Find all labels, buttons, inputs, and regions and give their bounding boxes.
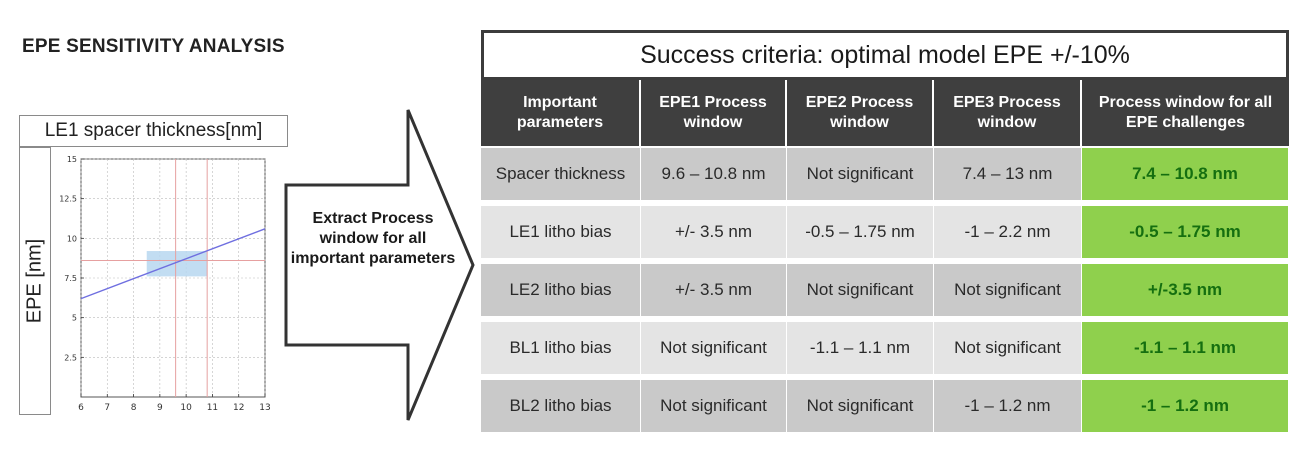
- table-cell: -1 – 2.2 nm: [934, 206, 1082, 264]
- table-cell: LE1 litho bias: [481, 206, 641, 264]
- combined-window-cell: +/-3.5 nm: [1082, 264, 1289, 322]
- table-header-row: Important parameters EPE1 Process window…: [481, 80, 1289, 148]
- y-tick-label: 5: [72, 314, 77, 323]
- x-tick-label: 8: [131, 403, 137, 413]
- x-tick-label: 9: [157, 403, 163, 413]
- combined-window-cell: -1.1 – 1.1 nm: [1082, 322, 1289, 380]
- header-cell: Important parameters: [481, 80, 641, 148]
- table-cell: Not significant: [787, 264, 934, 322]
- combined-window-cell: -0.5 – 1.75 nm: [1082, 206, 1289, 264]
- extract-arrow-shape: [284, 109, 475, 421]
- table-cell: LE2 litho bias: [481, 264, 641, 322]
- header-cell: EPE1 Process window: [641, 80, 787, 148]
- table-cell: BL1 litho bias: [481, 322, 641, 380]
- table-cell: Not significant: [787, 148, 934, 206]
- combined-window-cell: 7.4 – 10.8 nm: [1082, 148, 1289, 206]
- y-tick-label: 12.5: [59, 195, 77, 204]
- table-cell: Not significant: [787, 380, 934, 438]
- x-tick-label: 6: [78, 403, 84, 413]
- table-row: LE1 litho bias +/- 3.5 nm -0.5 – 1.75 nm…: [481, 206, 1289, 264]
- table-cell: Not significant: [641, 380, 787, 438]
- header-cell: EPE2 Process window: [787, 80, 934, 148]
- table-cell: -1.1 – 1.1 nm: [787, 322, 934, 380]
- series-line: [80, 228, 266, 300]
- success-criteria: Success criteria: optimal model EPE +/-1…: [481, 30, 1289, 80]
- table-row: Spacer thickness 9.6 – 10.8 nm Not signi…: [481, 148, 1289, 206]
- table-cell: Not significant: [641, 322, 787, 380]
- header-cell: EPE3 Process window: [934, 80, 1082, 148]
- sensitivity-chart: 6 7 8 9 10 11 12 13 2.5 5 7.5 10 12.5 15: [59, 155, 271, 413]
- table-row: BL1 litho bias Not significant -1.1 – 1.…: [481, 322, 1289, 380]
- table-cell: 9.6 – 10.8 nm: [641, 148, 787, 206]
- table-cell: +/- 3.5 nm: [641, 264, 787, 322]
- arrow-label: Extract Process window for all important…: [290, 210, 456, 267]
- table-cell: Not significant: [934, 264, 1082, 322]
- table-cell: BL2 litho bias: [481, 380, 641, 438]
- table-cell: -1 – 1.2 nm: [934, 380, 1082, 438]
- table-cell: +/- 3.5 nm: [641, 206, 787, 264]
- table-row: BL2 litho bias Not significant Not signi…: [481, 380, 1289, 438]
- x-tick-label: 10: [180, 403, 192, 413]
- header-cell: Process window for all EPE challenges: [1082, 80, 1289, 148]
- results-table: Important parameters EPE1 Process window…: [481, 80, 1289, 438]
- combined-window-cell: -1 – 1.2 nm: [1082, 380, 1289, 438]
- y-tick-label: 2.5: [64, 353, 77, 362]
- x-tick-label: 12: [233, 403, 244, 413]
- section-title: EPE SENSITIVITY ANALYSIS: [22, 36, 285, 57]
- y-axis-label: EPE [nm]: [23, 238, 46, 324]
- x-tick-label: 7: [104, 403, 110, 413]
- table-cell: Spacer thickness: [481, 148, 641, 206]
- y-axis-label-box: EPE [nm]: [19, 147, 51, 415]
- y-tick-label: 10: [67, 234, 77, 243]
- table-cell: -0.5 – 1.75 nm: [787, 206, 934, 264]
- process-window-table: Success criteria: optimal model EPE +/-1…: [481, 30, 1289, 438]
- table-cell: Not significant: [934, 322, 1082, 380]
- y-tick-label: 15: [67, 155, 77, 164]
- x-tick-label: 11: [207, 403, 218, 413]
- y-tick-label: 7.5: [64, 274, 77, 283]
- plot-caption: LE1 spacer thickness[nm]: [19, 115, 288, 147]
- table-cell: 7.4 – 13 nm: [934, 148, 1082, 206]
- x-tick-label: 13: [259, 403, 270, 413]
- table-row: LE2 litho bias +/- 3.5 nm Not significan…: [481, 264, 1289, 322]
